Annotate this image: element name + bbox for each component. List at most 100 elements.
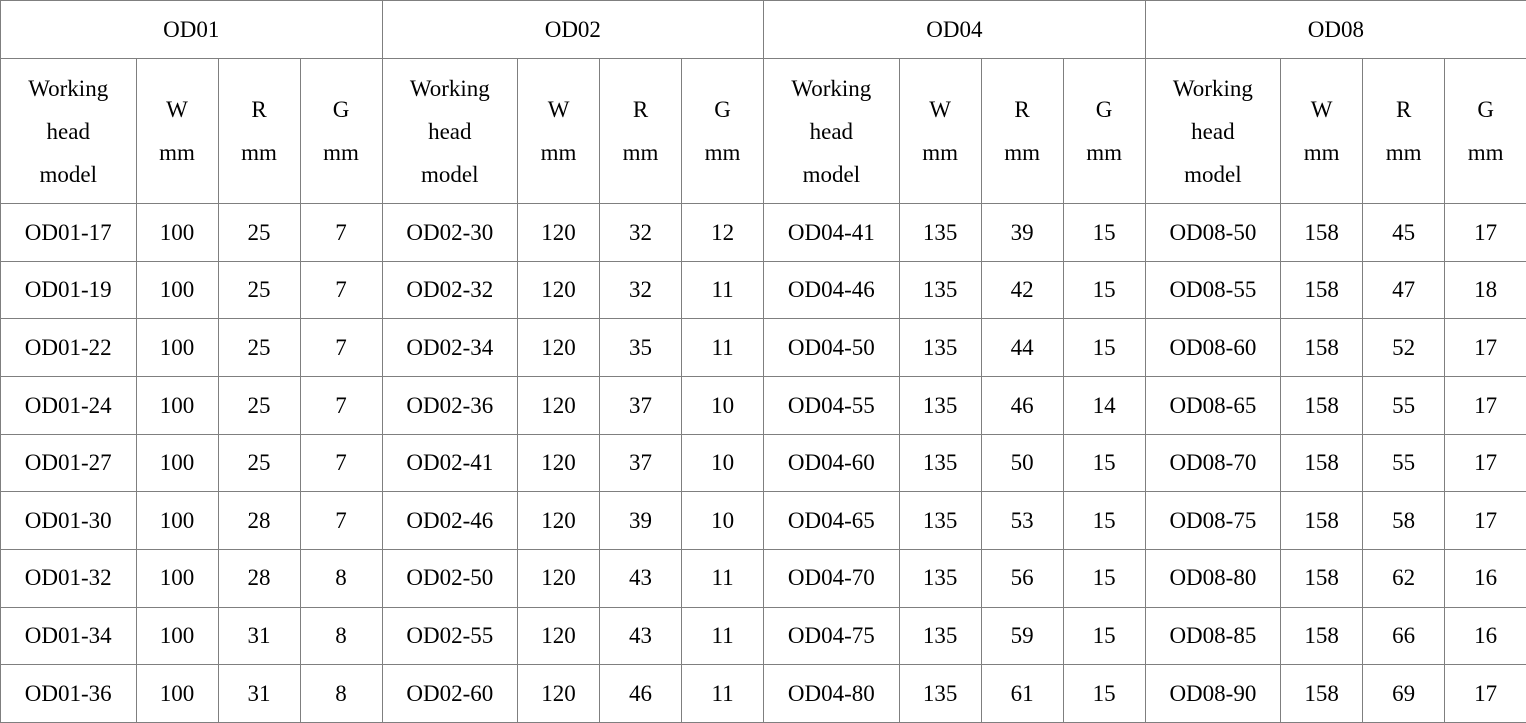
value-cell-w: 135 — [898, 375, 982, 435]
group-header-cell: OD01 — [0, 0, 383, 59]
value-cell-g: 10 — [681, 375, 765, 435]
column-header-cell-w: W mm — [1280, 58, 1364, 204]
value-cell-g: 15 — [1062, 203, 1146, 262]
table-row: OD01-19 100 25 7 OD02-32 120 32 11 OD04-46 135 42 1… — [0, 260, 1526, 320]
value-cell-r: 62 — [1362, 548, 1446, 608]
value-cell-g: 8 — [299, 548, 383, 608]
column-header-cell-r: R mm — [217, 58, 301, 204]
value-cell-g: 17 — [1444, 318, 1526, 377]
value-cell-w: 158 — [1280, 548, 1364, 608]
value-cell-w: 135 — [898, 664, 982, 723]
value-cell-w: 120 — [517, 548, 601, 608]
value-cell-r: 25 — [217, 375, 301, 435]
value-cell-r: 25 — [217, 433, 301, 493]
value-cell-w: 120 — [517, 260, 601, 320]
model-cell: OD04-41 — [763, 203, 900, 262]
value-cell-w: 158 — [1280, 260, 1364, 320]
model-cell: OD01-24 — [0, 375, 137, 435]
table-row: OD01-30 100 28 7 OD02-46 120 39 10 OD04-65 135 53 1… — [0, 491, 1526, 550]
value-cell-g: 15 — [1062, 433, 1146, 493]
model-cell: OD08-60 — [1144, 318, 1282, 377]
table-row: OD01-27 100 25 7 OD02-41 120 37 10 OD04-60 135 50 1… — [0, 433, 1526, 493]
value-cell-r: 28 — [217, 491, 301, 550]
value-cell-w: 158 — [1280, 491, 1364, 550]
value-cell-w: 100 — [135, 375, 219, 435]
model-cell: OD02-41 — [381, 433, 519, 493]
column-header-cell-model: Working head model — [763, 58, 900, 204]
model-cell: OD02-46 — [381, 491, 519, 550]
value-cell-w: 158 — [1280, 203, 1364, 262]
value-cell-w: 120 — [517, 606, 601, 666]
value-cell-r: 47 — [1362, 260, 1446, 320]
value-cell-w: 100 — [135, 260, 219, 320]
value-cell-g: 16 — [1444, 606, 1526, 666]
value-cell-w: 135 — [898, 203, 982, 262]
model-cell: OD04-60 — [763, 433, 900, 493]
value-cell-r: 56 — [980, 548, 1064, 608]
value-cell-g: 11 — [681, 260, 765, 320]
column-header-cell-g: G mm — [1062, 58, 1146, 204]
column-header-cell-g: G mm — [299, 58, 383, 204]
value-cell-g: 7 — [299, 203, 383, 262]
value-cell-w: 158 — [1280, 664, 1364, 723]
value-cell-r: 50 — [980, 433, 1064, 493]
model-cell: OD01-22 — [0, 318, 137, 377]
group-header-cell: OD08 — [1144, 0, 1526, 59]
column-header-row: Working head model W mm R mm G mm Working he… — [0, 58, 1526, 204]
value-cell-w: 100 — [135, 606, 219, 666]
value-cell-r: 43 — [599, 548, 683, 608]
value-cell-g: 16 — [1444, 548, 1526, 608]
value-cell-r: 35 — [599, 318, 683, 377]
value-cell-r: 58 — [1362, 491, 1446, 550]
model-cell: OD04-80 — [763, 664, 900, 723]
table-row: OD01-22 100 25 7 OD02-34 120 35 11 OD04-50 135 44 1… — [0, 318, 1526, 377]
value-cell-g: 18 — [1444, 260, 1526, 320]
value-cell-w: 100 — [135, 548, 219, 608]
column-header-cell-w: W mm — [135, 58, 219, 204]
value-cell-w: 158 — [1280, 375, 1364, 435]
model-cell: OD01-32 — [0, 548, 137, 608]
value-cell-w: 100 — [135, 203, 219, 262]
table-row: OD01-36 100 31 8 OD02-60 120 46 11 OD04-80 135 61 1… — [0, 664, 1526, 723]
value-cell-g: 8 — [299, 606, 383, 666]
model-cell: OD01-19 — [0, 260, 137, 320]
value-cell-r: 32 — [599, 260, 683, 320]
value-cell-r: 31 — [217, 664, 301, 723]
value-cell-r: 42 — [980, 260, 1064, 320]
model-cell: OD02-34 — [381, 318, 519, 377]
value-cell-r: 55 — [1362, 433, 1446, 493]
model-cell: OD01-36 — [0, 664, 137, 723]
model-cell: OD04-46 — [763, 260, 900, 320]
value-cell-w: 120 — [517, 203, 601, 262]
value-cell-w: 120 — [517, 375, 601, 435]
group-header-cell: OD04 — [763, 0, 1146, 59]
model-cell: OD02-36 — [381, 375, 519, 435]
value-cell-g: 17 — [1444, 491, 1526, 550]
value-cell-r: 69 — [1362, 664, 1446, 723]
value-cell-g: 17 — [1444, 433, 1526, 493]
value-cell-r: 55 — [1362, 375, 1446, 435]
model-cell: OD02-32 — [381, 260, 519, 320]
value-cell-r: 59 — [980, 606, 1064, 666]
value-cell-r: 44 — [980, 318, 1064, 377]
model-cell: OD08-55 — [1144, 260, 1282, 320]
table-row: OD01-34 100 31 8 OD02-55 120 43 11 OD04-75 135 59 1… — [0, 606, 1526, 666]
value-cell-g: 17 — [1444, 203, 1526, 262]
value-cell-g: 15 — [1062, 664, 1146, 723]
column-header-cell-model: Working head model — [381, 58, 519, 204]
column-header-cell-g: G mm — [681, 58, 765, 204]
value-cell-g: 15 — [1062, 260, 1146, 320]
value-cell-r: 39 — [980, 203, 1064, 262]
value-cell-r: 37 — [599, 433, 683, 493]
value-cell-r: 43 — [599, 606, 683, 666]
value-cell-w: 135 — [898, 548, 982, 608]
model-cell: OD04-70 — [763, 548, 900, 608]
model-cell: OD04-65 — [763, 491, 900, 550]
model-cell: OD04-55 — [763, 375, 900, 435]
value-cell-w: 120 — [517, 491, 601, 550]
model-cell: OD04-50 — [763, 318, 900, 377]
value-cell-r: 31 — [217, 606, 301, 666]
value-cell-r: 28 — [217, 548, 301, 608]
